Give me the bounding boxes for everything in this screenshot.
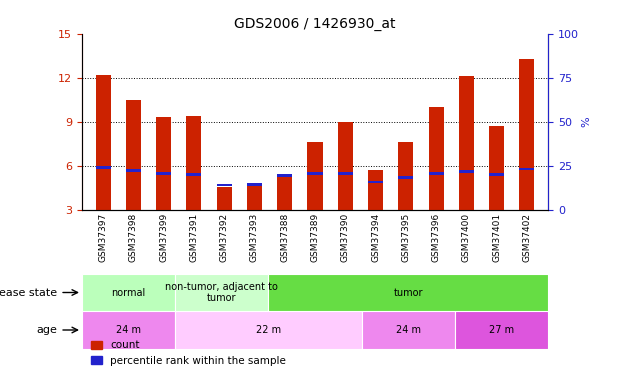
Bar [307, 142, 323, 210]
Text: GSM37394: GSM37394 [371, 213, 380, 262]
Bar [428, 107, 444, 210]
Bar [96, 75, 111, 210]
Text: age: age [36, 325, 57, 335]
Text: GSM37395: GSM37395 [401, 213, 410, 262]
Text: GSM37397: GSM37397 [98, 213, 108, 262]
Text: GSM37402: GSM37402 [522, 213, 532, 262]
Bar [398, 176, 413, 179]
Text: GSM37388: GSM37388 [280, 213, 289, 262]
Text: GSM37399: GSM37399 [159, 213, 168, 262]
Text: 24 m: 24 m [116, 325, 141, 335]
Bar [217, 184, 232, 186]
Text: GSM37390: GSM37390 [341, 213, 350, 262]
Bar [368, 170, 383, 210]
Text: normal: normal [112, 288, 146, 297]
Bar [217, 186, 232, 210]
Bar [459, 171, 474, 173]
Text: 22 m: 22 m [256, 325, 281, 335]
Text: GSM37400: GSM37400 [462, 213, 471, 262]
Text: GSM37391: GSM37391 [190, 213, 198, 262]
Bar [186, 173, 202, 176]
Bar [519, 168, 534, 170]
Text: GSM37393: GSM37393 [250, 213, 259, 262]
Bar [489, 173, 504, 176]
Bar [186, 116, 202, 210]
Bar [175, 274, 268, 311]
Bar [362, 311, 455, 349]
Bar [489, 126, 504, 210]
Title: GDS2006 / 1426930_at: GDS2006 / 1426930_at [234, 17, 396, 32]
Bar [82, 274, 175, 311]
Bar [428, 172, 444, 175]
Bar [277, 175, 292, 210]
Text: GSM37392: GSM37392 [220, 213, 229, 262]
Text: disease state: disease state [0, 288, 57, 297]
Text: 24 m: 24 m [396, 325, 421, 335]
Text: tumor: tumor [394, 288, 423, 297]
Bar [268, 274, 548, 311]
Text: GSM37389: GSM37389 [311, 213, 319, 262]
Bar [126, 169, 141, 172]
Bar [175, 311, 362, 349]
Bar [156, 117, 171, 210]
Text: 27 m: 27 m [489, 325, 514, 335]
Text: GSM37398: GSM37398 [129, 213, 138, 262]
Y-axis label: %: % [581, 117, 592, 127]
Bar [82, 311, 175, 349]
Bar [307, 172, 323, 175]
Bar [156, 172, 171, 175]
Bar [519, 59, 534, 210]
Legend: count, percentile rank within the sample: count, percentile rank within the sample [87, 336, 290, 370]
Bar [338, 172, 353, 175]
Bar [459, 76, 474, 210]
Bar [247, 183, 262, 186]
Bar [398, 142, 413, 210]
Text: non-tumor, adjacent to
tumor: non-tumor, adjacent to tumor [165, 282, 278, 303]
Text: GSM37396: GSM37396 [432, 213, 440, 262]
Bar [368, 181, 383, 183]
Bar [96, 166, 111, 169]
Bar [277, 174, 292, 177]
Bar [338, 122, 353, 210]
Text: GSM37401: GSM37401 [492, 213, 501, 262]
Bar [247, 185, 262, 210]
Bar [455, 311, 548, 349]
Bar [126, 100, 141, 210]
